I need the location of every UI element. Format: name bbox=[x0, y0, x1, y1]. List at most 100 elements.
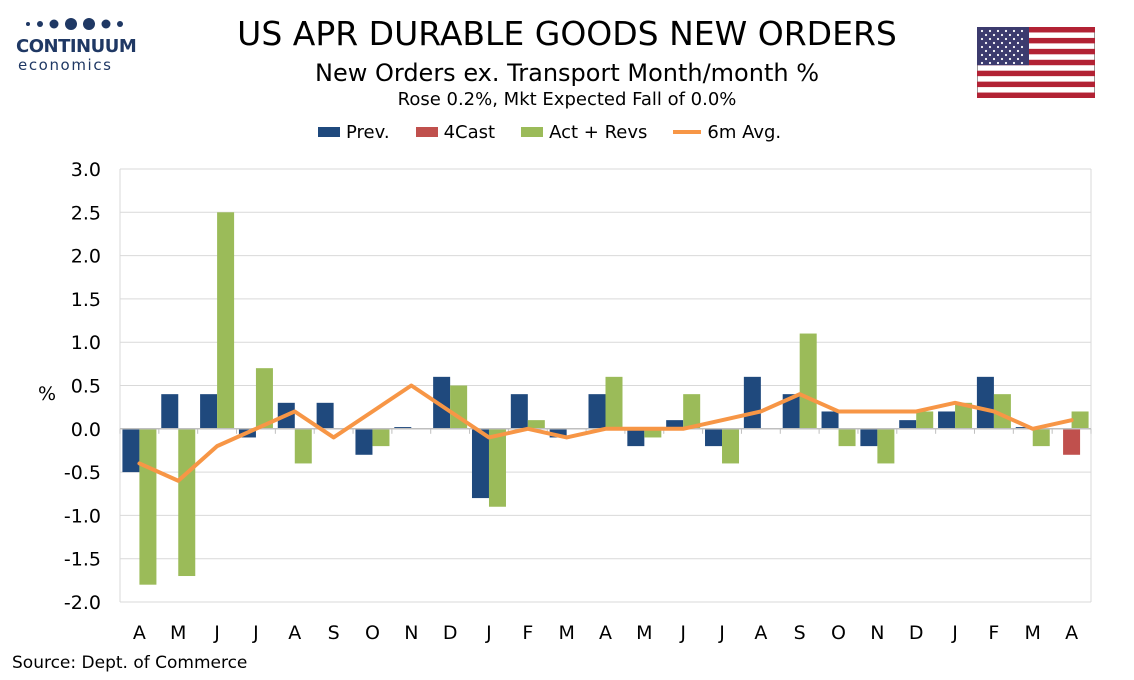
legend-swatch-act-revs bbox=[521, 127, 544, 137]
legend-swatch-6m-avg bbox=[673, 130, 702, 134]
x-tick-label: M bbox=[1025, 622, 1041, 644]
bar-act-revs bbox=[955, 402, 973, 429]
bar-prev bbox=[1015, 427, 1033, 429]
x-tick-label: A bbox=[599, 622, 612, 644]
x-tick-label: N bbox=[870, 622, 884, 644]
bar-act-revs bbox=[372, 428, 390, 447]
bar-act-revs bbox=[217, 212, 235, 429]
bar-act-revs bbox=[683, 394, 701, 429]
y-tick-label: -1.5 bbox=[64, 549, 101, 571]
x-tick-label: S bbox=[328, 622, 340, 644]
x-tick-label: J bbox=[485, 622, 492, 644]
x-tick-label: J bbox=[252, 622, 259, 644]
bar-act-revs bbox=[644, 428, 662, 438]
bar-prev bbox=[860, 428, 878, 447]
y-tick-label: 0.0 bbox=[71, 419, 101, 441]
bar-prev bbox=[316, 402, 334, 429]
bar-prev bbox=[433, 376, 451, 429]
bar-prev bbox=[627, 428, 645, 447]
x-tick-label: D bbox=[443, 622, 458, 644]
x-tick-label: A bbox=[288, 622, 301, 644]
bar-act-revs bbox=[799, 333, 817, 429]
x-tick-label: F bbox=[522, 622, 533, 644]
x-tick-label: D bbox=[909, 622, 924, 644]
bar-prev bbox=[821, 411, 839, 429]
bar-prev bbox=[588, 394, 606, 429]
bar-act-revs bbox=[838, 428, 856, 447]
chart-subtitle: New Orders ex. Transport Month/month % bbox=[315, 59, 819, 87]
bar-prev bbox=[976, 376, 994, 429]
bar-prev bbox=[122, 428, 140, 473]
y-tick-label: 1.0 bbox=[71, 332, 101, 354]
bar-prev bbox=[938, 411, 956, 429]
legend-item-4cast: 4Cast bbox=[415, 122, 495, 143]
x-tick-label: A bbox=[1065, 622, 1078, 644]
legend-swatch-prev bbox=[318, 127, 340, 137]
x-tick-label: F bbox=[988, 622, 999, 644]
bar-act-revs bbox=[178, 428, 196, 577]
y-tick-label: 0.5 bbox=[71, 376, 101, 398]
legend-item-act-revs: Act + Revs bbox=[521, 122, 647, 143]
bar-prev bbox=[161, 394, 179, 429]
x-tick-label: M bbox=[636, 622, 652, 644]
source-note: Source: Dept. of Commerce bbox=[12, 653, 248, 673]
us-flag-icon bbox=[977, 27, 1095, 98]
legend-label-prev: Prev. bbox=[346, 121, 390, 143]
bar-act-revs bbox=[1032, 428, 1050, 447]
bar-act-revs bbox=[139, 428, 157, 585]
line-6m-avg bbox=[137, 383, 1074, 483]
x-tick-label: J bbox=[951, 622, 958, 644]
x-tick-label: O bbox=[831, 622, 846, 644]
x-tick-label: J bbox=[679, 622, 686, 644]
legend-item-prev: Prev. bbox=[318, 122, 390, 143]
bar-act-revs bbox=[722, 428, 740, 464]
x-tick-label: A bbox=[754, 622, 767, 644]
legend-label-6m-avg: 6m Avg. bbox=[707, 121, 782, 143]
chart-title: US APR DURABLE GOODS NEW ORDERS bbox=[237, 14, 897, 53]
legend-label-act-revs: Act + Revs bbox=[549, 121, 648, 143]
bar-prev bbox=[471, 428, 489, 499]
bar-prev bbox=[705, 428, 723, 447]
x-tick-label: N bbox=[404, 622, 418, 644]
legend-swatch-4cast bbox=[415, 127, 438, 137]
y-tick-label: 1.5 bbox=[71, 289, 101, 311]
bar-act-revs bbox=[993, 394, 1011, 429]
bar-prev bbox=[666, 420, 684, 429]
bar-act-revs bbox=[916, 411, 934, 429]
logo-name: CONTINUUM bbox=[16, 36, 137, 57]
x-tick-label: S bbox=[794, 622, 806, 644]
bar-prev bbox=[394, 427, 412, 429]
bar-prev bbox=[549, 428, 567, 438]
bar-act-revs bbox=[488, 428, 506, 507]
bar-act-revs bbox=[877, 428, 895, 464]
x-tick-label: J bbox=[718, 622, 725, 644]
bar-prev bbox=[355, 428, 373, 455]
y-tick-label: 2.0 bbox=[71, 246, 101, 268]
legend-item-6m-avg: 6m Avg. bbox=[673, 122, 781, 143]
x-tick-label: M bbox=[170, 622, 186, 644]
bar-prev bbox=[899, 420, 917, 429]
bar-prev bbox=[743, 376, 761, 429]
bar-prev bbox=[782, 394, 800, 429]
y-tick-label: 3.0 bbox=[71, 159, 101, 181]
x-tick-label: A bbox=[133, 622, 146, 644]
y-axis-label: % bbox=[38, 383, 56, 405]
logo-dots-icon bbox=[26, 18, 123, 30]
y-tick-label: -1.0 bbox=[64, 505, 101, 527]
continuum-logo: CONTINUUM economics bbox=[14, 14, 137, 76]
chart-legend: Prev. 4Cast Act + Revs 6m Avg. bbox=[318, 119, 807, 145]
bar-act-revs bbox=[1071, 411, 1089, 429]
bar-4cast bbox=[1063, 428, 1081, 455]
logo-subname: economics bbox=[18, 56, 113, 74]
bar-prev bbox=[510, 394, 528, 429]
y-tick-label: 2.5 bbox=[71, 202, 101, 224]
x-tick-label: M bbox=[558, 622, 574, 644]
bar-act-revs bbox=[605, 376, 623, 429]
x-tick-label: O bbox=[365, 622, 380, 644]
bar-act-revs bbox=[527, 420, 545, 429]
x-tick-label: J bbox=[213, 622, 220, 644]
y-tick-label: -0.5 bbox=[64, 462, 101, 484]
bar-act-revs bbox=[255, 368, 273, 429]
y-tick-label: -2.0 bbox=[64, 592, 101, 614]
